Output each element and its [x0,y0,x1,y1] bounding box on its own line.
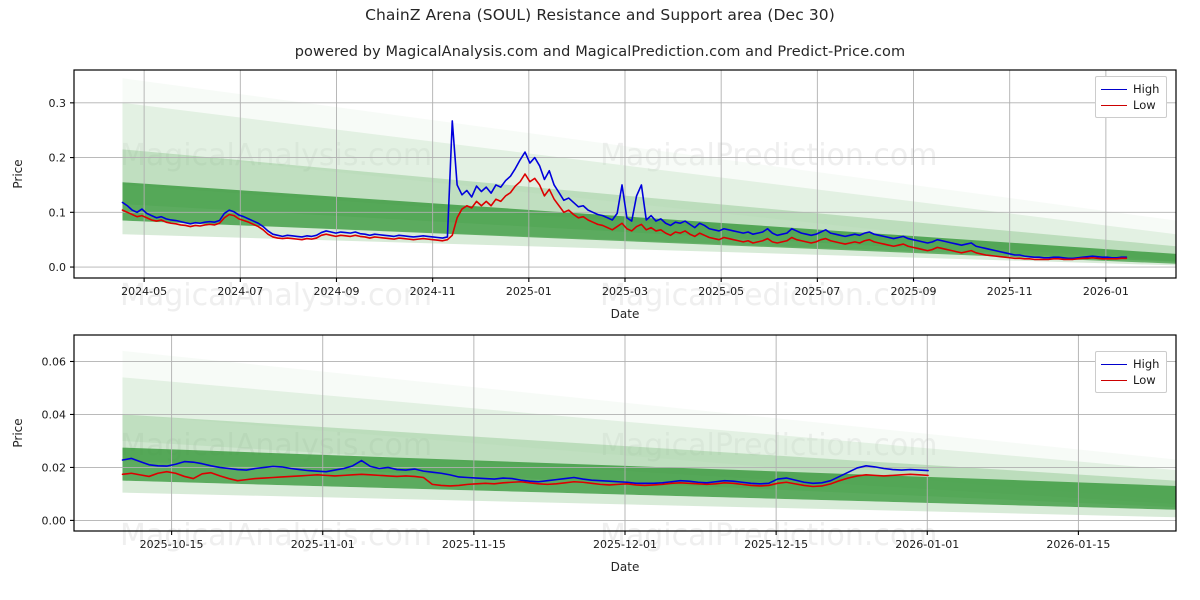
watermark-text: MagicalAnalysis.com [120,278,432,313]
xtick-label: 2025-11-15 [442,538,506,551]
page-subtitle: powered by MagicalAnalysis.com and Magic… [294,44,906,60]
band-support-lower [122,480,1176,518]
legend-item-high[interactable]: High [1101,81,1159,97]
xtick-label: 2025-05 [698,285,744,298]
legend-item-low[interactable]: Low [1101,97,1159,113]
top-chart: MagicalAnalysis.com MagicalPrediction.com… [11,69,1177,321]
ytick-label: 0.00 [42,514,67,527]
x-axis-label: Date [611,307,640,321]
xtick-label: 2026-01-01 [895,538,959,551]
legend-top[interactable]: High Low [1095,76,1168,118]
watermark-text: MagicalPrediction.com [600,278,938,313]
legend-swatch-low [1101,379,1127,381]
y-axis-label: Price [11,418,25,447]
xtick-label: 2026-01 [1083,285,1129,298]
xtick-label: 2025-12-01 [593,538,657,551]
band-inner-upper [122,149,1176,263]
series-line-low [121,470,929,488]
xtick-label: 2025-07 [794,285,840,298]
watermark-text: MagicalPrediction.com [600,428,938,463]
xtick-label: 2025-01 [506,285,552,298]
legend-swatch-high [1101,363,1127,365]
page-title: ChainZ Arena (SOUL) Resistance and Suppo… [365,6,835,24]
band-outer-upper [122,350,1176,501]
watermark-group: MagicalAnalysis.com MagicalPrediction.com… [120,138,938,313]
ytick-label: 0.1 [49,206,67,219]
xtick-label: 2024-05 [121,285,167,298]
watermark-text: MagicalPrediction.com [600,518,938,553]
bottom-chart: MagicalAnalysis.com MagicalPrediction.com… [11,334,1177,574]
xtick-label: 2025-12-15 [744,538,808,551]
series-line-low [121,173,1128,261]
xtick-label: 2024-07 [217,285,263,298]
xtick-label: 2025-09 [891,285,937,298]
legend-label-high: High [1133,81,1160,96]
legend-item-high[interactable]: High [1101,356,1159,372]
xtick-label: 2024-09 [313,285,359,298]
ytick-label: 0.2 [49,152,67,165]
legend-bottom[interactable]: High Low [1095,351,1168,393]
xtick-label: 2025-11-01 [291,538,355,551]
legend-swatch-high [1101,88,1127,90]
legend-label-high: High [1133,356,1160,371]
band-outer-upper [122,78,1176,262]
series-line-high [121,457,929,485]
ytick-label: 0.3 [49,97,67,110]
band-core [122,447,1176,510]
band-mid-upper [122,377,1176,504]
watermark-text: MagicalAnalysis.com [120,138,432,173]
xtick-label: 2025-11 [987,285,1033,298]
legend-label-low: Low [1133,372,1156,387]
ytick-label: 0.04 [42,408,67,421]
x-axis-label: Date [611,560,640,574]
band-mid-upper [122,102,1176,262]
legend-item-low[interactable]: Low [1101,372,1159,388]
xtick-label: 2024-11 [410,285,456,298]
band-support-lower [122,220,1176,266]
watermark-group: MagicalAnalysis.com MagicalPrediction.com… [120,428,938,553]
xtick-label: 2026-01-15 [1046,538,1110,551]
y-axis-label: Price [11,159,25,188]
ytick-label: 0.02 [42,461,67,474]
legend-swatch-low [1101,104,1127,106]
ytick-label: 0.06 [42,355,67,368]
legend-label-low: Low [1133,97,1156,112]
ytick-label: 0.0 [49,261,67,274]
xtick-label: 2025-10-15 [140,538,204,551]
series-line-high [121,120,1128,260]
xtick-label: 2025-03 [602,285,648,298]
watermark-text: MagicalPrediction.com [600,138,938,173]
band-core [122,182,1176,264]
